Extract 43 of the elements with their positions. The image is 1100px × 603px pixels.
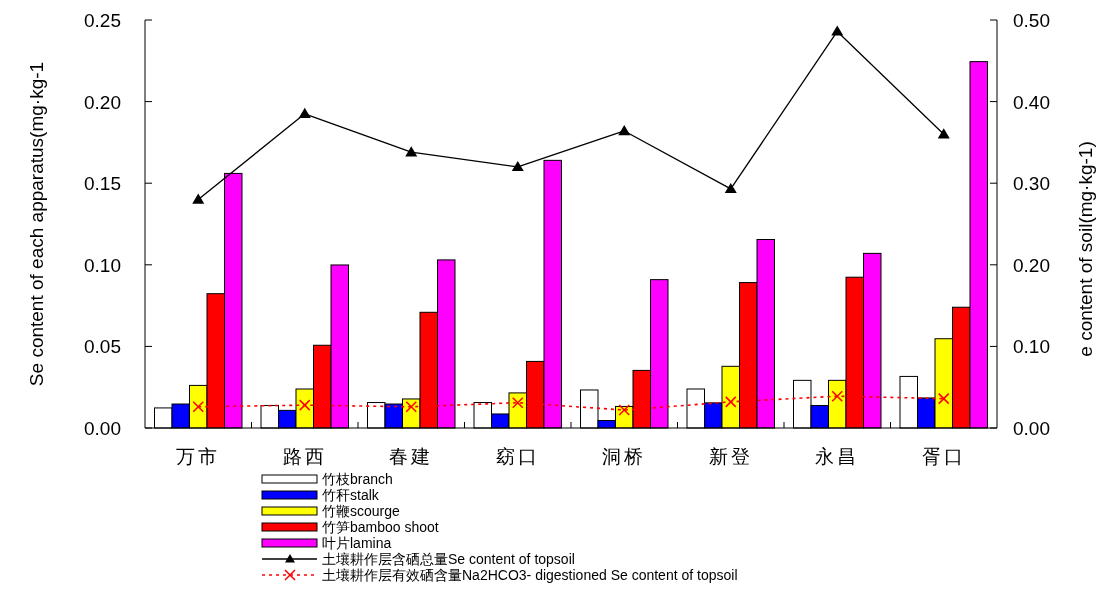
y-tick-label: 0.00 bbox=[84, 418, 121, 439]
y-tick-label: 0.05 bbox=[84, 336, 121, 358]
y-tick-label: 0.15 bbox=[84, 173, 121, 195]
x-tick-label: 窈口 bbox=[495, 446, 540, 467]
legend-label: 竹枝branch bbox=[322, 471, 393, 487]
legend-label: 土壤耕作层有效硒含量Na2HCO3- digestioned Se content of topsoil bbox=[322, 567, 738, 583]
point bbox=[512, 396, 524, 409]
x-tick-label: 路西 bbox=[282, 446, 327, 467]
point bbox=[405, 146, 418, 157]
x-tick-label: 春建 bbox=[389, 446, 434, 467]
x-tick-label: 永昌 bbox=[815, 446, 860, 467]
x-tick-label: 万市 bbox=[176, 446, 221, 467]
y-tick-label: 0.25 bbox=[84, 10, 121, 31]
point bbox=[511, 160, 524, 172]
y2-tick-label: 0.50 bbox=[1013, 10, 1050, 31]
point bbox=[724, 182, 737, 194]
x-tick-label: 洞桥 bbox=[602, 446, 647, 467]
point bbox=[618, 124, 631, 136]
x-tick-label: 胥口 bbox=[921, 446, 966, 467]
y2-tick-label: 0.30 bbox=[1013, 173, 1050, 195]
y-tick-label: 0.20 bbox=[84, 91, 121, 113]
point bbox=[192, 193, 205, 204]
legend-label: 竹秆stalk bbox=[322, 487, 380, 503]
y-tick-label: 0.10 bbox=[84, 254, 121, 276]
legend-label: 土壤耕作层含硒总量Se content of topsoil bbox=[322, 551, 575, 567]
y2-tick-label: 0.20 bbox=[1013, 254, 1050, 276]
point bbox=[938, 392, 950, 405]
legend-label: 竹笋bamboo shoot bbox=[322, 519, 439, 535]
y2-axis-title: e content of soil(mg·kg-1) bbox=[1075, 141, 1096, 357]
point bbox=[725, 396, 737, 408]
point bbox=[831, 390, 843, 402]
y2-tick-label: 0.40 bbox=[1013, 91, 1050, 113]
point bbox=[618, 404, 630, 416]
point bbox=[298, 107, 311, 119]
point bbox=[405, 401, 417, 413]
point bbox=[831, 25, 844, 36]
point bbox=[937, 128, 950, 139]
y-axis-title: Se content of each apparatus(mg·kg-1 bbox=[26, 61, 47, 387]
legend-label: 竹鞭scourge bbox=[322, 503, 401, 519]
y2-tick-label: 0.10 bbox=[1013, 336, 1050, 358]
y2-tick-label: 0.00 bbox=[1013, 418, 1050, 439]
x-tick-label: 新登 bbox=[708, 446, 753, 467]
legend-label: 叶片lamina bbox=[322, 535, 392, 551]
